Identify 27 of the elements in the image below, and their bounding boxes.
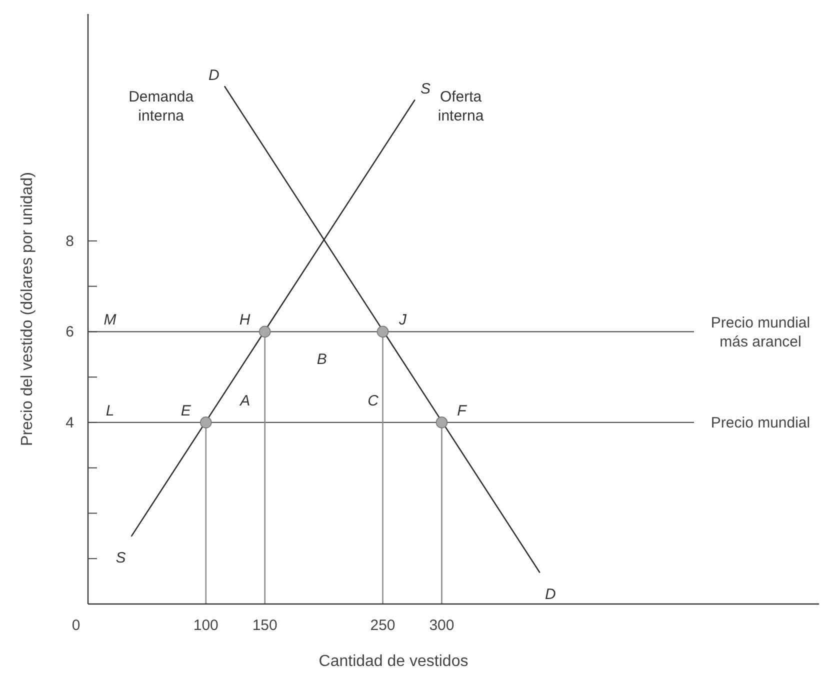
annotation: E [180,402,192,420]
x-tick-label: 100 [193,617,218,634]
x-axis-title: Cantidad de vestidos [318,653,468,670]
x-tick-label: 0 [72,617,80,634]
annotation: B [316,351,327,368]
annotation: C [368,392,379,410]
annotation: Oferta interna [438,88,484,124]
y-tick-label: 4 [66,414,74,432]
y-axis-title: Precio del vestido (dólares por unidad) [19,172,36,446]
y-tick-label: 8 [66,232,74,250]
x-tick-label: 300 [429,617,454,634]
ref-line-label: Precio mundial [710,414,810,432]
annotation: L [106,402,114,420]
y-tick-label: 6 [66,324,74,341]
annotation: H [239,312,250,329]
annotation: A [239,392,250,410]
annotation: J [398,312,408,329]
annotation: D [545,586,556,604]
x-tick-label: 250 [370,617,396,634]
annotation: D [208,66,220,84]
annotation: M [104,312,117,329]
annotation: F [457,402,468,420]
annotation: S [116,550,126,567]
annotation: Demanda interna [128,88,194,124]
ref-line-label: Precio mundial más arancel [710,314,810,351]
annotation: S [420,80,430,98]
x-tick-label: 150 [252,617,278,634]
